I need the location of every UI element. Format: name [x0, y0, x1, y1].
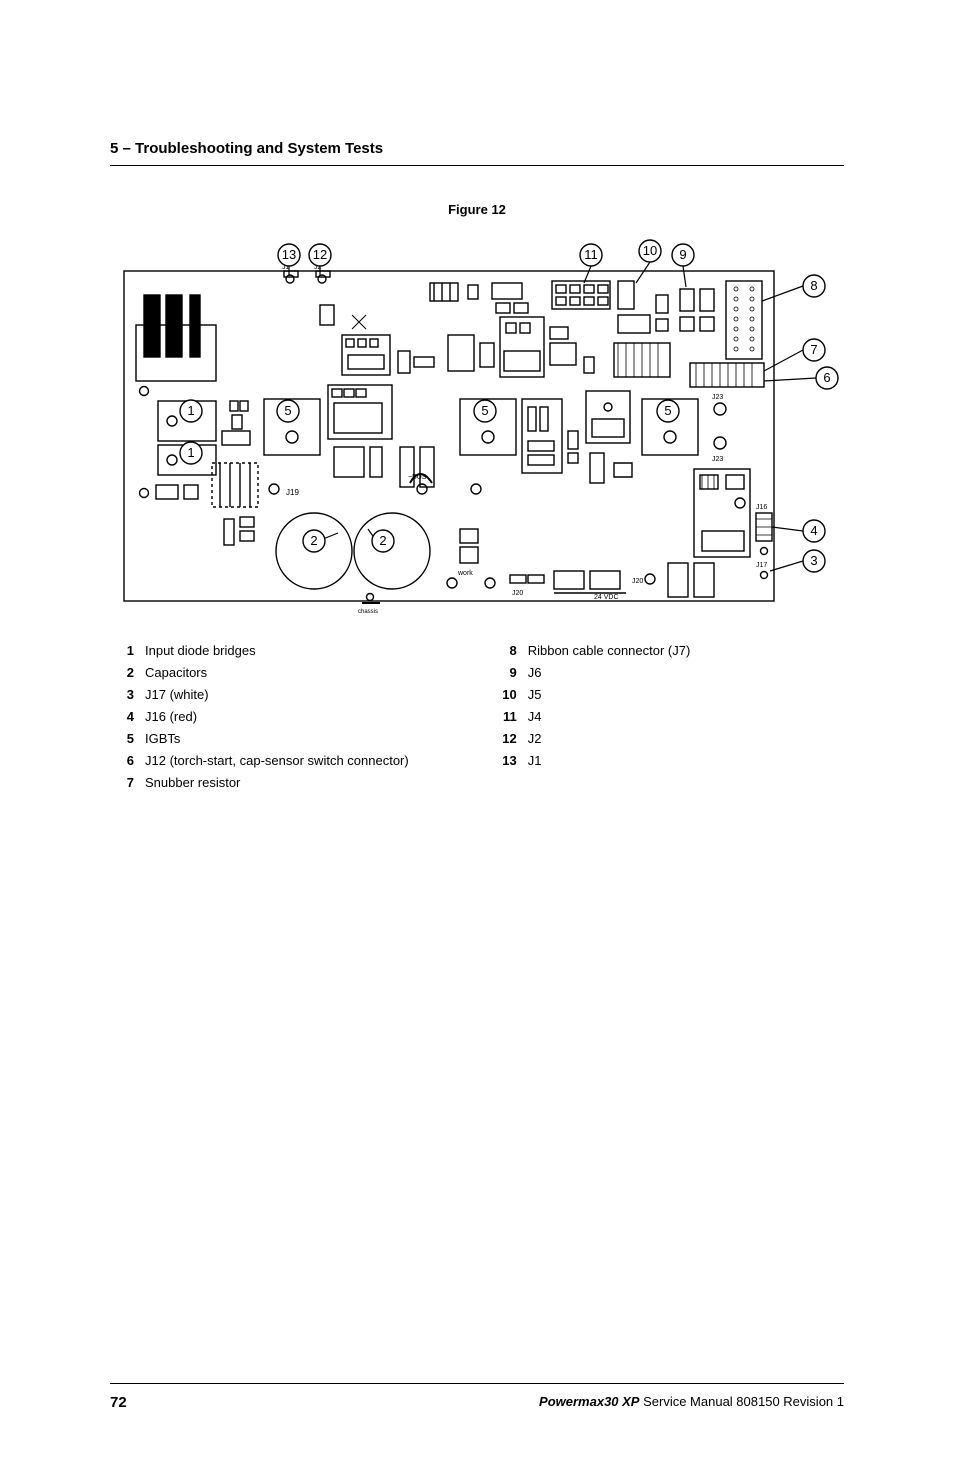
legend-row: 12 J2: [499, 731, 691, 746]
legend-number: 8: [499, 643, 517, 658]
svg-text:24 VDC: 24 VDC: [594, 594, 619, 601]
legend-number: 12: [499, 731, 517, 746]
legend: 1 Input diode bridges 2 Capacitors 3 J17 (whi…: [110, 643, 844, 790]
figure-caption-number: 12: [491, 202, 505, 217]
legend-col-left: 1 Input diode bridges 2 Capacitors 3 J17 (whi…: [116, 643, 409, 790]
legend-label: Snubber resistor: [145, 775, 240, 790]
callout-number: 10: [643, 243, 657, 258]
callout-number: 3: [810, 553, 817, 568]
legend-number: 4: [116, 709, 134, 724]
header-rule: [110, 165, 844, 166]
legend-label: Input diode bridges: [145, 643, 256, 658]
legend-number: 3: [116, 687, 134, 702]
callout-number: 7: [810, 342, 817, 357]
legend-row: 11 J4: [499, 709, 691, 724]
legend-number: 10: [499, 687, 517, 702]
legend-row: 3 J17 (white): [116, 687, 409, 702]
legend-row: 6 J12 (torch-start, cap-sensor switch con…: [116, 753, 409, 768]
legend-number: 1: [116, 643, 134, 658]
legend-label: Ribbon cable connector (J7): [528, 643, 691, 658]
page-footer: 72 Powermax30 XP Service Manual 808150 R…: [110, 1383, 844, 1411]
svg-text:J23: J23: [712, 394, 723, 401]
pcb-diagram: J19: [114, 231, 840, 615]
callout-number: 1: [187, 445, 194, 460]
callout-number: 1: [187, 403, 194, 418]
svg-text:J23: J23: [712, 456, 723, 463]
legend-number: 5: [116, 731, 134, 746]
legend-label: J1: [528, 753, 542, 768]
callout-number: 13: [282, 247, 296, 262]
callout-number: 2: [310, 533, 317, 548]
figure-caption-prefix: Figure: [448, 202, 488, 217]
callout-number: 9: [679, 247, 686, 262]
callout-number: 2: [379, 533, 386, 548]
callout-number: 11: [584, 247, 598, 262]
legend-number: 2: [116, 665, 134, 680]
legend-label: IGBTs: [145, 731, 180, 746]
figure-wrap: J19: [110, 231, 844, 615]
legend-row: 8 Ribbon cable connector (J7): [499, 643, 691, 658]
legend-label: J12 (torch-start, cap-sensor switch conn…: [145, 753, 409, 768]
legend-number: 9: [499, 665, 517, 680]
legend-label: Capacitors: [145, 665, 207, 680]
svg-text:J16: J16: [756, 504, 767, 511]
footer-right: Powermax30 XP Service Manual 808150 Revi…: [539, 1394, 844, 1411]
legend-row: 7 Snubber resistor: [116, 775, 409, 790]
legend-number: 6: [116, 753, 134, 768]
callout-number: 6: [823, 370, 830, 385]
legend-row: 13 J1: [499, 753, 691, 768]
footer-product: Powermax30 XP: [539, 1394, 639, 1409]
legend-col-right: 8Ribbon cable connector (J7)9J610J511J41…: [499, 643, 691, 790]
svg-text:chassis: chassis: [358, 609, 378, 615]
legend-label: J17 (white): [145, 687, 209, 702]
legend-row: 1 Input diode bridges: [116, 643, 409, 658]
legend-label: J6: [528, 665, 542, 680]
section-title: 5 – Troubleshooting and System Tests: [110, 140, 844, 157]
svg-text:J17: J17: [756, 562, 767, 569]
legend-row: 2 Capacitors: [116, 665, 409, 680]
callout-number: 12: [313, 247, 327, 262]
callout-number: 5: [284, 403, 291, 418]
legend-number: 13: [499, 753, 517, 768]
svg-text:J20: J20: [512, 590, 523, 597]
page-number: 72: [110, 1394, 127, 1411]
callout-number: 4: [810, 523, 817, 538]
callout-number: 5: [481, 403, 488, 418]
svg-text:J19: J19: [286, 488, 299, 497]
legend-row: 5 IGBTs: [116, 731, 409, 746]
legend-row: 9 J6: [499, 665, 691, 680]
callout-number: 8: [810, 278, 817, 293]
legend-row: 4 J16 (red): [116, 709, 409, 724]
legend-number: 11: [499, 709, 517, 724]
legend-label: J5: [528, 687, 542, 702]
legend-label: J2: [528, 731, 542, 746]
legend-label: J4: [528, 709, 542, 724]
figure-caption: Figure 12: [110, 202, 844, 217]
callout-number: 5: [664, 403, 671, 418]
svg-text:J20: J20: [632, 578, 643, 585]
legend-label: J16 (red): [145, 709, 197, 724]
legend-number: 7: [116, 775, 134, 790]
svg-text:work: work: [457, 570, 473, 577]
legend-row: 10 J5: [499, 687, 691, 702]
footer-tail: Service Manual 808150 Revision 1: [639, 1394, 844, 1409]
svg-text:~BUS: ~BUS: [408, 474, 427, 481]
